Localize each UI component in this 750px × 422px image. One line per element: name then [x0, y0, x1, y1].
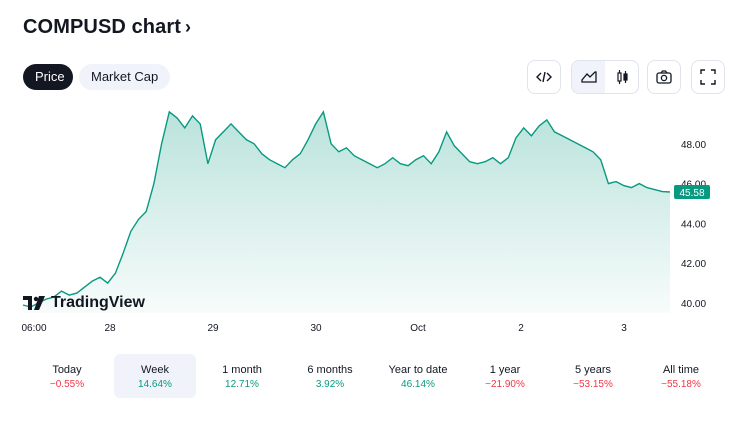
- chevron-right-icon: ›: [185, 17, 192, 37]
- y-tick-label: 44.00: [681, 219, 706, 230]
- last-price-badge: [674, 184, 710, 199]
- period-5-years[interactable]: 5 years −53.15%: [552, 354, 634, 398]
- code-icon: [536, 71, 552, 83]
- chart-style-switch: [571, 60, 639, 94]
- period-all-time[interactable]: All time −55.18%: [640, 354, 722, 398]
- candlestick-icon: [616, 70, 628, 84]
- candlestick-chart-button[interactable]: [605, 61, 638, 93]
- period-label: 1 month: [222, 364, 262, 376]
- y-tick-label: 42.00: [681, 259, 706, 270]
- period-change: −55.18%: [661, 379, 701, 390]
- period-change: −21.90%: [485, 379, 525, 390]
- x-tick-label: 29: [207, 323, 219, 334]
- period-selector: Today −0.55% Week 14.64% 1 month 12.71% 6 m…: [0, 354, 750, 398]
- period-label: 6 months: [307, 364, 353, 376]
- period-1-year[interactable]: 1 year −21.90%: [464, 354, 546, 398]
- fullscreen-icon: [700, 69, 716, 85]
- area-chart-icon: [580, 71, 597, 83]
- area-chart-button[interactable]: [572, 61, 605, 93]
- period-change: −0.55%: [49, 379, 85, 390]
- chart-title-link[interactable]: COMPUSD chart ›: [23, 16, 191, 39]
- fullscreen-button[interactable]: [691, 60, 725, 94]
- tradingview-mark-icon: [23, 296, 45, 310]
- period-year-to-date[interactable]: Year to date 46.14%: [377, 354, 459, 398]
- period-label: 1 year: [489, 364, 521, 376]
- price-line: [22, 110, 671, 308]
- period-label: 5 years: [574, 364, 612, 376]
- period-change: 46.14%: [401, 379, 435, 390]
- snapshot-button[interactable]: [647, 60, 681, 94]
- x-tick-label: 3: [621, 323, 627, 334]
- period-label: Year to date: [388, 364, 448, 376]
- x-tick-label: 06:00: [21, 323, 46, 334]
- period-label: Today: [52, 364, 82, 376]
- period-week[interactable]: Week 14.64%: [114, 354, 196, 398]
- camera-icon: [656, 70, 672, 84]
- last-price-label: 45.58: [679, 188, 704, 199]
- tab-price[interactable]: Price: [23, 64, 73, 90]
- period-change: 3.92%: [315, 379, 345, 390]
- period-label: Week: [141, 364, 169, 376]
- tradingview-wordmark: TradingView: [51, 294, 145, 311]
- x-tick-label: 28: [104, 323, 116, 334]
- period-label: All time: [662, 364, 700, 376]
- x-tick-label: 2: [518, 323, 524, 334]
- x-tick-label: Oct: [410, 323, 426, 334]
- x-tick-label: 30: [310, 323, 322, 334]
- period-6-months[interactable]: 6 months 3.92%: [289, 354, 371, 398]
- period-change: 12.71%: [225, 379, 259, 390]
- y-tick-label: 40.00: [681, 299, 706, 310]
- chart-title: COMPUSD chart: [23, 16, 181, 38]
- period-today[interactable]: Today −0.55%: [26, 354, 108, 398]
- period-change: 14.64%: [138, 379, 172, 390]
- price-area-fill: [23, 111, 670, 314]
- embed-button[interactable]: [527, 60, 561, 94]
- period-change: −53.15%: [573, 379, 613, 390]
- y-tick-label: 48.00: [681, 140, 706, 151]
- period-1-month[interactable]: 1 month 12.71%: [201, 354, 283, 398]
- tab-market-cap[interactable]: Market Cap: [79, 64, 171, 90]
- tradingview-logo: TradingView: [23, 294, 145, 312]
